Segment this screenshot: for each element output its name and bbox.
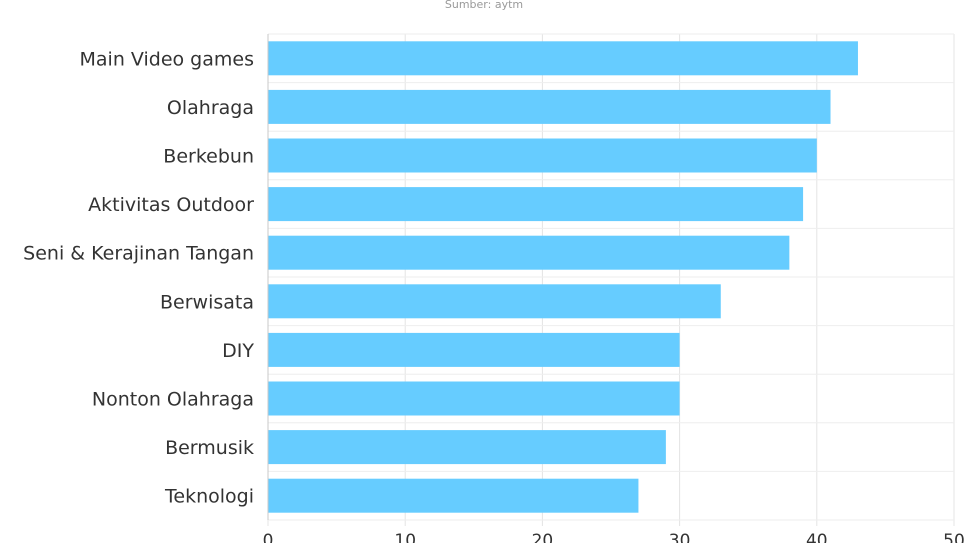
bar (268, 284, 721, 319)
bar (268, 478, 639, 513)
bar (268, 41, 858, 76)
row-separators (268, 33, 954, 521)
bar (268, 235, 790, 270)
bar (268, 187, 804, 222)
x-tick-label: 30 (669, 531, 691, 543)
x-tick-label: 10 (394, 531, 416, 543)
category-label: Bermusik (165, 437, 254, 459)
x-tick-label: 50 (943, 531, 965, 543)
category-label: Aktivitas Outdoor (88, 194, 254, 216)
x-axis-ticks: 0 10 20 30 40 50 (263, 531, 965, 543)
bar (268, 381, 680, 416)
chart-subtitle: Sumber: aytm (445, 0, 523, 11)
category-labels: Main Video games Olahraga Berkebun Aktivita… (23, 48, 254, 507)
category-label: Main Video games (80, 48, 254, 70)
bar (268, 332, 680, 367)
bar (268, 430, 666, 465)
category-label: Teknologi (164, 486, 254, 508)
bar (268, 89, 831, 124)
x-tick-label: 0 (263, 531, 274, 543)
category-label: Berkebun (163, 146, 254, 168)
category-label: Seni & Kerajinan Tangan (23, 243, 254, 265)
x-tick-label: 40 (806, 531, 828, 543)
category-label: Olahraga (167, 97, 254, 119)
category-label: Nonton Olahraga (92, 389, 254, 411)
bar (268, 138, 817, 173)
x-tick-label: 20 (532, 531, 554, 543)
category-label: Berwisata (160, 291, 254, 313)
category-label: DIY (222, 340, 254, 362)
bars (268, 41, 858, 513)
